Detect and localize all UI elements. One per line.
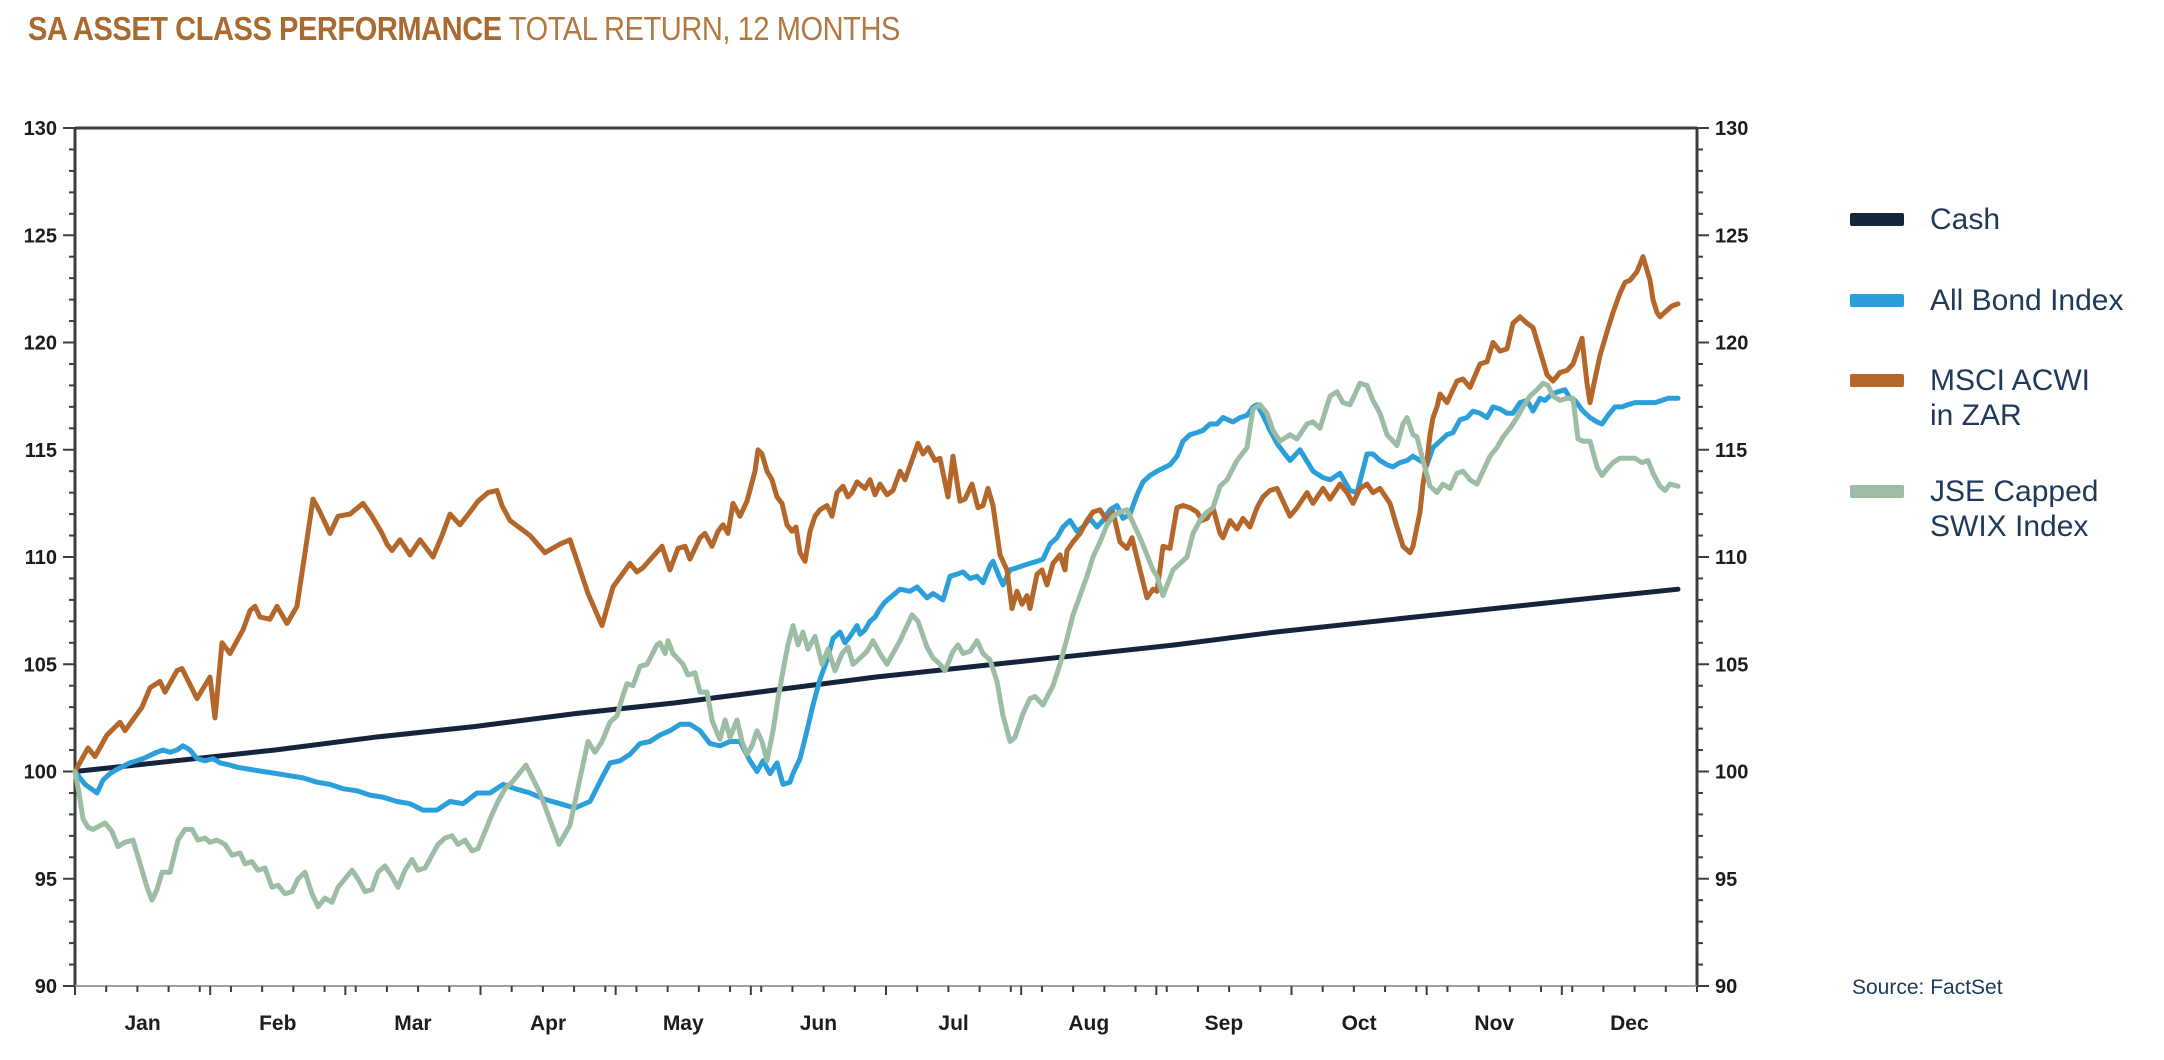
legend-label: MSCI ACWI in ZAR [1930, 363, 2091, 433]
y-axis-label-right: 95 [1715, 869, 1737, 891]
chart-title-sub: TOTAL RETURN, 12 MONTHS [501, 10, 901, 47]
y-axis-label-left: 95 [35, 869, 57, 891]
legend-swatch-icon [1850, 213, 1904, 226]
x-axis-label-month: Jun [800, 1012, 837, 1035]
legend-label: JSE Capped SWIX Index [1930, 474, 2099, 543]
legend-item-jse-capped-swix-index: JSE Capped SWIX Index [1850, 474, 2123, 545]
x-axis-label-month: Feb [259, 1012, 296, 1035]
y-axis-label-left: 130 [24, 118, 57, 140]
y-axis-label-left: 115 [25, 440, 57, 462]
y-axis-label-right: 100 [1715, 762, 1748, 784]
x-axis-label-month: May [663, 1012, 704, 1035]
legend-item-msci-acwi-in-zar: MSCI ACWI in ZAR [1850, 363, 2123, 434]
x-axis-label-month: Dec [1610, 1012, 1649, 1035]
series-msci-acwi-in-zar [72, 254, 1681, 774]
legend-item-all-bond-index: All Bond Index [1850, 283, 2123, 318]
y-axis-label-right: 90 [1715, 976, 1737, 998]
x-axis-label-month: Nov [1474, 1012, 1514, 1035]
performance-line-chart: 90 90 95 95 100 100 105 105 110 110 115 115 120 120 12… [24, 118, 1749, 1035]
x-axis-label-month: Apr [530, 1012, 566, 1035]
legend-label: Cash [1930, 203, 2001, 236]
y-axis-label-left: 100 [24, 762, 57, 784]
y-axis-label-left: 120 [24, 333, 57, 355]
y-axis-label-left: 110 [25, 547, 57, 569]
x-axis-label-month: Sep [1205, 1012, 1244, 1035]
chart-title: SA ASSET CLASS PERFORMANCE TOTAL RETURN,… [28, 10, 900, 48]
y-axis-label-right: 130 [1715, 118, 1748, 140]
y-axis-label-left: 125 [24, 225, 57, 247]
x-axis-label-month: Mar [394, 1012, 431, 1035]
x-axis-label-month: Jul [938, 1012, 968, 1035]
y-axis-label-right: 110 [1715, 547, 1747, 569]
x-axis-label-month: Jan [124, 1012, 160, 1035]
legend-label: All Bond Index [1930, 284, 2124, 318]
y-axis-label-right: 120 [1715, 333, 1748, 355]
x-axis-label-month: Oct [1342, 1012, 1377, 1035]
y-axis-label-left: 105 [24, 654, 57, 676]
x-axis-label-month: Aug [1068, 1012, 1109, 1035]
y-axis-label-right: 125 [1715, 225, 1748, 247]
y-axis-label-right: 105 [1715, 654, 1748, 676]
legend-swatch-icon [1850, 373, 1904, 387]
series-all-bond-index [72, 387, 1681, 813]
legend-item-cash: Cash [1850, 202, 2123, 237]
y-axis-label-left: 90 [35, 976, 57, 998]
legend-swatch-icon [1850, 484, 1904, 498]
y-axis-label-right: 115 [1715, 440, 1747, 462]
source-note: Source: FactSet [1852, 976, 2003, 999]
series-jse-capped-swix-index [72, 380, 1681, 910]
legend-swatch-icon [1850, 294, 1904, 308]
series-cash [72, 586, 1681, 774]
chart-legend: Cash All Bond Index MSCI ACWI in ZAR JSE Cap… [1850, 202, 2123, 544]
chart-title-main: SA ASSET CLASS PERFORMANCE [28, 10, 502, 47]
